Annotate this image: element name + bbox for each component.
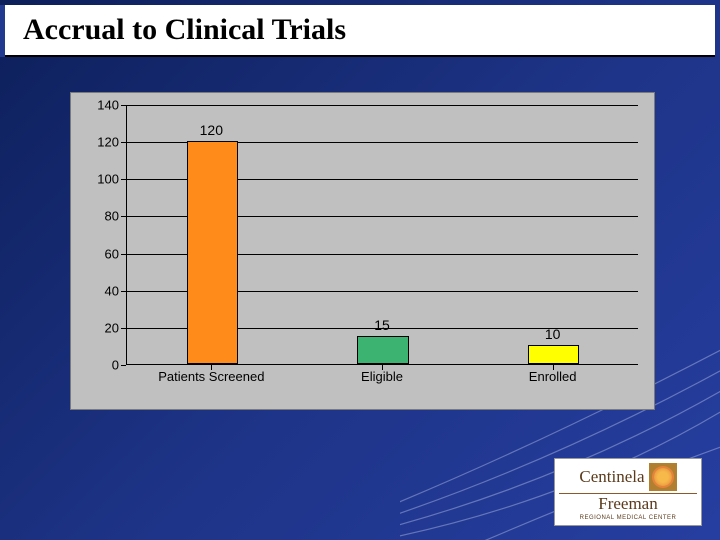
logo-row-1: Centinela [579, 463, 676, 491]
ytick-label: 60 [79, 246, 119, 261]
bar-value-label: 120 [161, 122, 261, 138]
ytick-mark [121, 254, 126, 255]
title-bar: Accrual to Clinical Trials [5, 5, 715, 57]
logo-box: Centinela Freeman REGIONAL MEDICAL CENTE… [554, 458, 702, 526]
sun-icon [649, 463, 677, 491]
bar-value-label: 10 [503, 326, 603, 342]
bar-value-label: 15 [332, 317, 432, 333]
bar-0 [187, 141, 238, 364]
logo-text-line1: Centinela [579, 468, 644, 486]
gridline [127, 105, 638, 106]
sun-icon-inner [654, 468, 672, 486]
ytick-label: 20 [79, 320, 119, 335]
xtick-label: Patients Screened [158, 369, 264, 384]
ytick-label: 100 [79, 172, 119, 187]
chart-panel: 0 20 40 60 80 100 120 140 120 Patients Screened 15… [70, 92, 655, 410]
logo-subtext: REGIONAL MEDICAL CENTER [580, 515, 677, 521]
ytick-mark [121, 179, 126, 180]
logo-text-line2: Freeman [598, 495, 657, 513]
ytick-mark [121, 328, 126, 329]
ytick-mark [121, 105, 126, 106]
ytick-label: 140 [79, 98, 119, 113]
xtick-label: Eligible [361, 369, 403, 384]
ytick-mark [121, 216, 126, 217]
bar-2 [528, 345, 579, 364]
ytick-mark [121, 142, 126, 143]
ytick-mark [121, 365, 126, 366]
xtick-label: Enrolled [529, 369, 577, 384]
logo-row-2: Freeman [598, 495, 657, 513]
ytick-label: 40 [79, 283, 119, 298]
bar-1 [357, 336, 408, 364]
ytick-label: 0 [79, 358, 119, 373]
ytick-label: 80 [79, 209, 119, 224]
ytick-mark [121, 291, 126, 292]
ytick-label: 120 [79, 135, 119, 150]
slide-title: Accrual to Clinical Trials [23, 13, 346, 47]
